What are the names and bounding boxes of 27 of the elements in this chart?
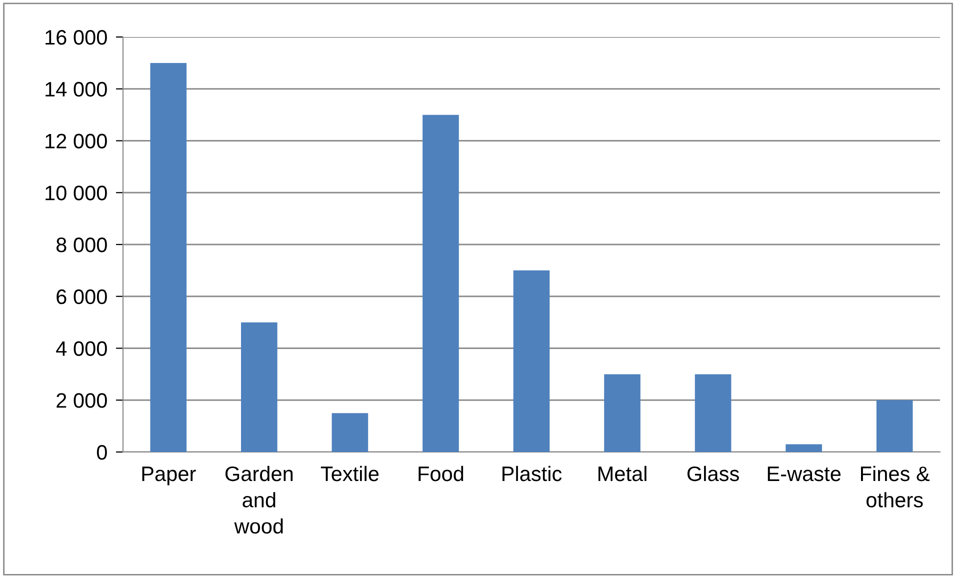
- bar: [876, 400, 913, 452]
- x-tick-label: Fines & others: [861, 466, 930, 508]
- x-tick-label: Textile: [320, 466, 379, 482]
- y-tick-label: 16 000: [46, 30, 107, 45]
- x-tick-label: Food: [418, 466, 464, 482]
- y-tick-label: 2 000: [56, 393, 107, 408]
- bar: [513, 270, 550, 452]
- x-tick-label: Metal: [598, 466, 646, 482]
- x-tick-label: Glass: [687, 466, 739, 482]
- bar: [150, 62, 187, 452]
- y-tick-label: 6 000: [56, 289, 107, 304]
- bar: [604, 374, 640, 452]
- y-tick-label: 0: [96, 445, 107, 460]
- y-tick-label: 12 000: [46, 134, 107, 149]
- y-tick-label: 4 000: [56, 341, 107, 356]
- bar: [786, 444, 822, 452]
- x-tick-label: Plastic: [502, 466, 562, 482]
- x-tick-label: E-waste: [768, 466, 841, 482]
- y-tick-label: 10 000: [46, 186, 107, 200]
- x-tick-label: Paper: [142, 466, 196, 486]
- bar: [332, 413, 368, 452]
- y-tick-label: 14 000: [46, 82, 107, 97]
- y-tick-label: 8 000: [56, 238, 107, 252]
- bar: [694, 374, 732, 452]
- bar: [241, 322, 278, 452]
- bar: [422, 114, 459, 452]
- x-tick-label: Garden and wood: [225, 466, 293, 534]
